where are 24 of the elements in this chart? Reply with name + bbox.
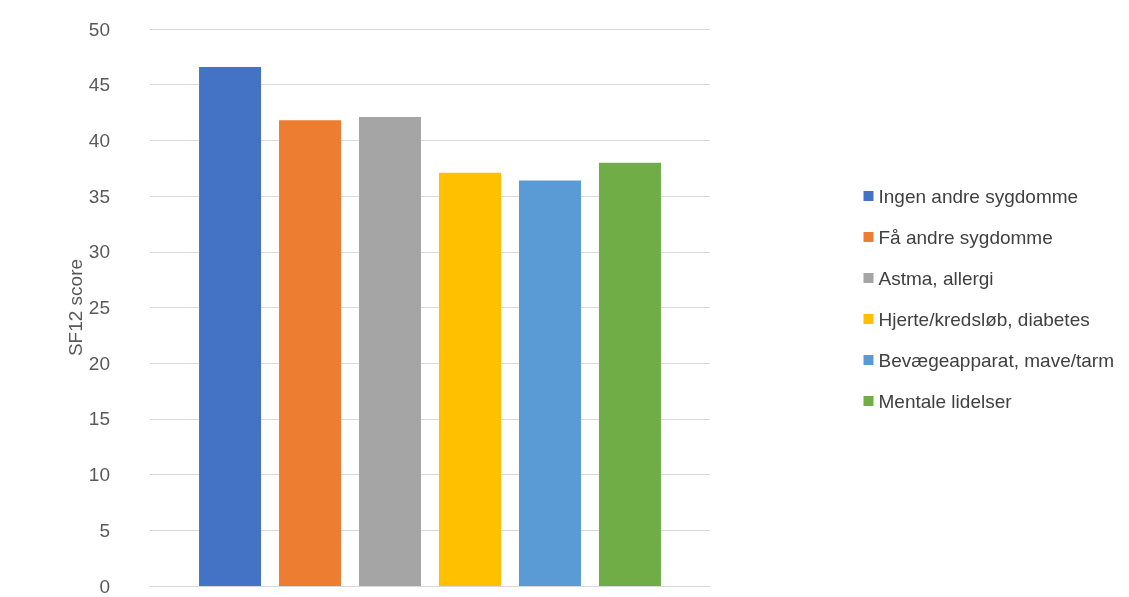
y-tick-label: 10 bbox=[88, 464, 110, 486]
y-tick-label: 35 bbox=[88, 185, 110, 207]
y-tick-label: 5 bbox=[99, 519, 110, 541]
y-tick-label: 25 bbox=[88, 297, 110, 318]
legend-label: Bevægeapparat, mave/tarm bbox=[878, 349, 1115, 371]
y-tick-label: 20 bbox=[88, 352, 110, 374]
y-tick-label: 40 bbox=[88, 129, 110, 151]
y-tick-label: 45 bbox=[88, 74, 110, 96]
y-tick-label: 50 bbox=[88, 18, 110, 40]
legend-label: Astma, allergi bbox=[878, 267, 994, 289]
y-axis-title: SF12 score bbox=[64, 258, 86, 357]
y-tick-label: 15 bbox=[88, 408, 110, 430]
bar bbox=[598, 162, 661, 586]
bar bbox=[518, 180, 581, 586]
legend-label: Mentale lidelser bbox=[878, 390, 1013, 412]
bar bbox=[279, 120, 342, 586]
y-tick-label: 0 bbox=[99, 575, 110, 597]
bar bbox=[438, 172, 501, 586]
bar bbox=[199, 66, 262, 586]
legend-label: Få andre sygdomme bbox=[878, 226, 1053, 248]
legend-label: Ingen andre sygdomme bbox=[878, 185, 1079, 207]
y-tick-label: 30 bbox=[88, 241, 110, 263]
bar bbox=[359, 117, 422, 586]
legend-label: Hjerte/kredsløb, diabetes bbox=[878, 308, 1090, 330]
